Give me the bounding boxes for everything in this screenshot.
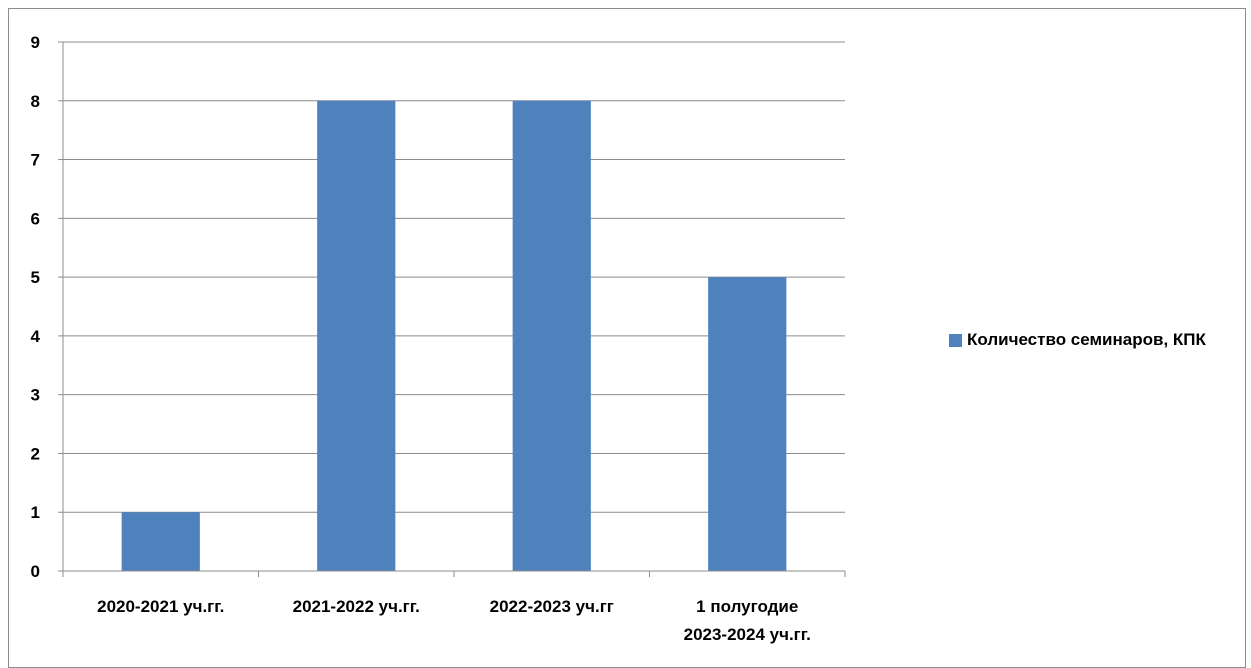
x-tick-label: 2021-2022 уч.гг. [293,597,420,616]
x-tick-labels: 2020-2021 уч.гг. 2021-2022 уч.гг. 2022-202… [97,597,811,644]
bar [317,100,396,572]
y-tick-label: 0 [31,562,40,581]
y-tick-label: 1 [31,503,40,522]
y-tick-label: 3 [31,386,40,405]
y-tick-label: 6 [31,209,40,228]
chart-frame [8,8,1246,668]
bar [708,277,787,571]
axes [58,41,846,577]
bar [121,512,200,571]
x-tick-label: 2022-2023 уч.гг [490,597,614,616]
y-tick-label: 5 [31,268,40,287]
y-tick-label: 8 [31,92,40,111]
y-tick-label: 7 [31,151,40,170]
bar [512,100,591,572]
y-tick-labels: 0 1 2 3 4 5 6 7 8 9 [31,33,41,581]
legend-label: Количество семинаров, КПК [967,330,1206,349]
x-tick-label: 2020-2021 уч.гг. [97,597,224,616]
y-tick-label: 9 [31,33,40,52]
y-tick-label: 4 [31,327,41,346]
x-tick-label: 1 полугодие 2023-2024 уч.гг. [684,597,811,644]
legend-swatch [949,333,962,347]
y-tick-label: 2 [31,444,40,463]
legend: Количество семинаров, КПК [949,330,1206,350]
bars [121,100,787,572]
